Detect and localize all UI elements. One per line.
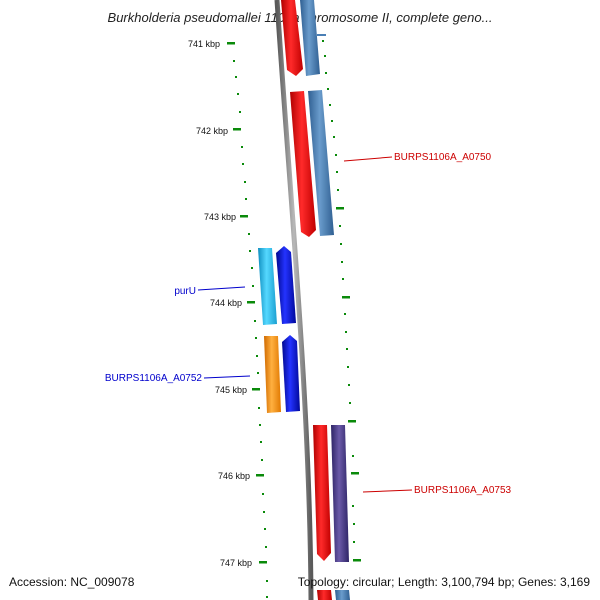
ruler-label-743: 743 kbp [204,212,236,222]
callout-line-a0750 [343,156,393,162]
gene-burps1106a-a0750[interactable] [290,91,316,237]
accession-label: Accession: NC_009078 [9,575,135,589]
gene-label-burps1106a-a0750[interactable]: BURPS1106A_A0750 [394,152,492,163]
gene-puru[interactable] [258,248,277,325]
gene-burps1106a-a0752[interactable] [264,336,281,413]
gene-label-puru[interactable]: purU [174,286,196,297]
callout-line-puru [197,286,246,291]
ruler-label-745: 745 kbp [215,385,247,395]
gene-a0753-partner[interactable] [331,425,349,562]
ruler-dots-right [322,40,355,543]
gene-label-burps1106a-a0752[interactable]: BURPS1106A_A0752 [105,373,203,384]
gene-top-steel-1[interactable] [300,0,326,76]
ruler-label-747: 747 kbp [220,558,252,568]
ruler-label-746: 746 kbp [218,471,250,481]
gene-label-burps1106a-a0753[interactable]: BURPS1106A_A0753 [414,485,512,496]
topology-label: Topology: circular; Length: 3,100,794 bp… [297,575,590,589]
gene-bottom-red[interactable] [317,590,332,600]
ruler-major-ticks [227,42,267,564]
ruler-dots-left [233,60,268,598]
callout-line-a0753 [362,489,413,493]
callout-line-a0752 [203,375,251,379]
gene-puru-partner[interactable] [276,246,296,324]
gene-top-red-1[interactable] [281,0,303,76]
chromosome-backbone [274,0,314,600]
ruler-inner-major-ticks [336,207,361,562]
gene-burps1106a-a0753[interactable] [313,425,331,561]
map-title: Burkholderia pseudomallei 1106a chromoso… [107,10,493,25]
ruler-label-741: 741 kbp [188,39,220,49]
ruler-label-744: 744 kbp [210,298,242,308]
gene-bottom-steel[interactable] [335,590,350,600]
gene-a0750-partner[interactable] [308,90,334,236]
ruler-label-742: 742 kbp [196,126,228,136]
gene-a0752-partner[interactable] [282,335,300,412]
